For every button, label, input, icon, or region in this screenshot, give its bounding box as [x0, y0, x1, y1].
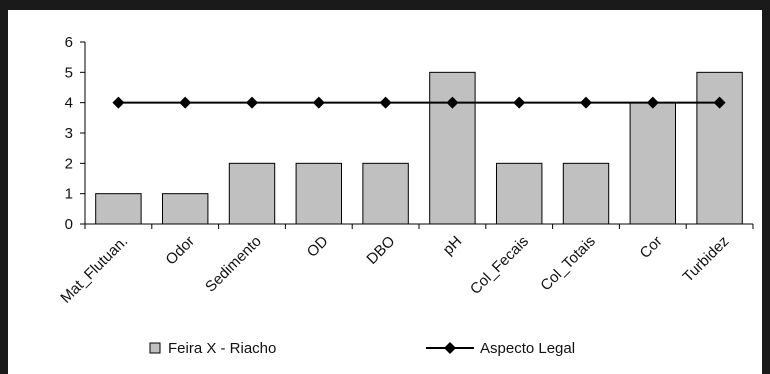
- y-tick-label: 2: [65, 155, 73, 172]
- bar: [161, 193, 209, 225]
- legend-label: Feira X - Riacho: [168, 340, 276, 357]
- line-point: [713, 96, 726, 109]
- line-point: [312, 96, 325, 109]
- x-category-label: Turbidez: [680, 233, 733, 286]
- line-point: [446, 96, 459, 109]
- x-category-label: Odor: [162, 233, 198, 269]
- line-point: [246, 96, 258, 109]
- bar: [95, 193, 142, 225]
- y-tick-label: 5: [65, 64, 73, 81]
- y-tick-label: 0: [65, 216, 73, 233]
- legend-label: Aspecto Legal: [480, 340, 575, 357]
- bar: [629, 102, 677, 225]
- legend-swatch-bar: [149, 342, 161, 354]
- chart-area: 0 1 2 3 4 5 6 Mat_Flutuan. Odor Sedimento OD DBO pH C…: [8, 10, 762, 374]
- bar: [295, 162, 343, 225]
- line-point: [179, 96, 192, 109]
- bar: [362, 162, 409, 225]
- y-tick-label: 6: [65, 34, 73, 51]
- x-category-label: Cor: [637, 233, 666, 262]
- bar: [228, 162, 276, 225]
- legend-swatch-marker: [444, 342, 456, 354]
- bar: [696, 71, 743, 225]
- line-point: [646, 96, 659, 109]
- y-tick-label: 1: [65, 186, 73, 203]
- x-category-label: Sedimento: [202, 233, 265, 296]
- bar: [429, 71, 476, 225]
- line-point: [379, 96, 392, 109]
- x-category-label: DBO: [363, 233, 398, 268]
- bar: [562, 162, 610, 225]
- x-category-label: Col_Totais: [537, 233, 599, 295]
- x-category-label: Mat_Flutuan.: [57, 233, 131, 307]
- y-tick-label: 4: [65, 95, 73, 112]
- y-tick-label: 3: [65, 125, 73, 142]
- bar: [495, 162, 543, 225]
- line-point: [112, 96, 125, 109]
- line-point: [580, 96, 592, 109]
- x-category-label: OD: [304, 233, 332, 261]
- x-category-label: pH: [440, 233, 466, 259]
- x-category-label: Col_Fecais: [467, 233, 532, 298]
- line-point: [513, 96, 526, 109]
